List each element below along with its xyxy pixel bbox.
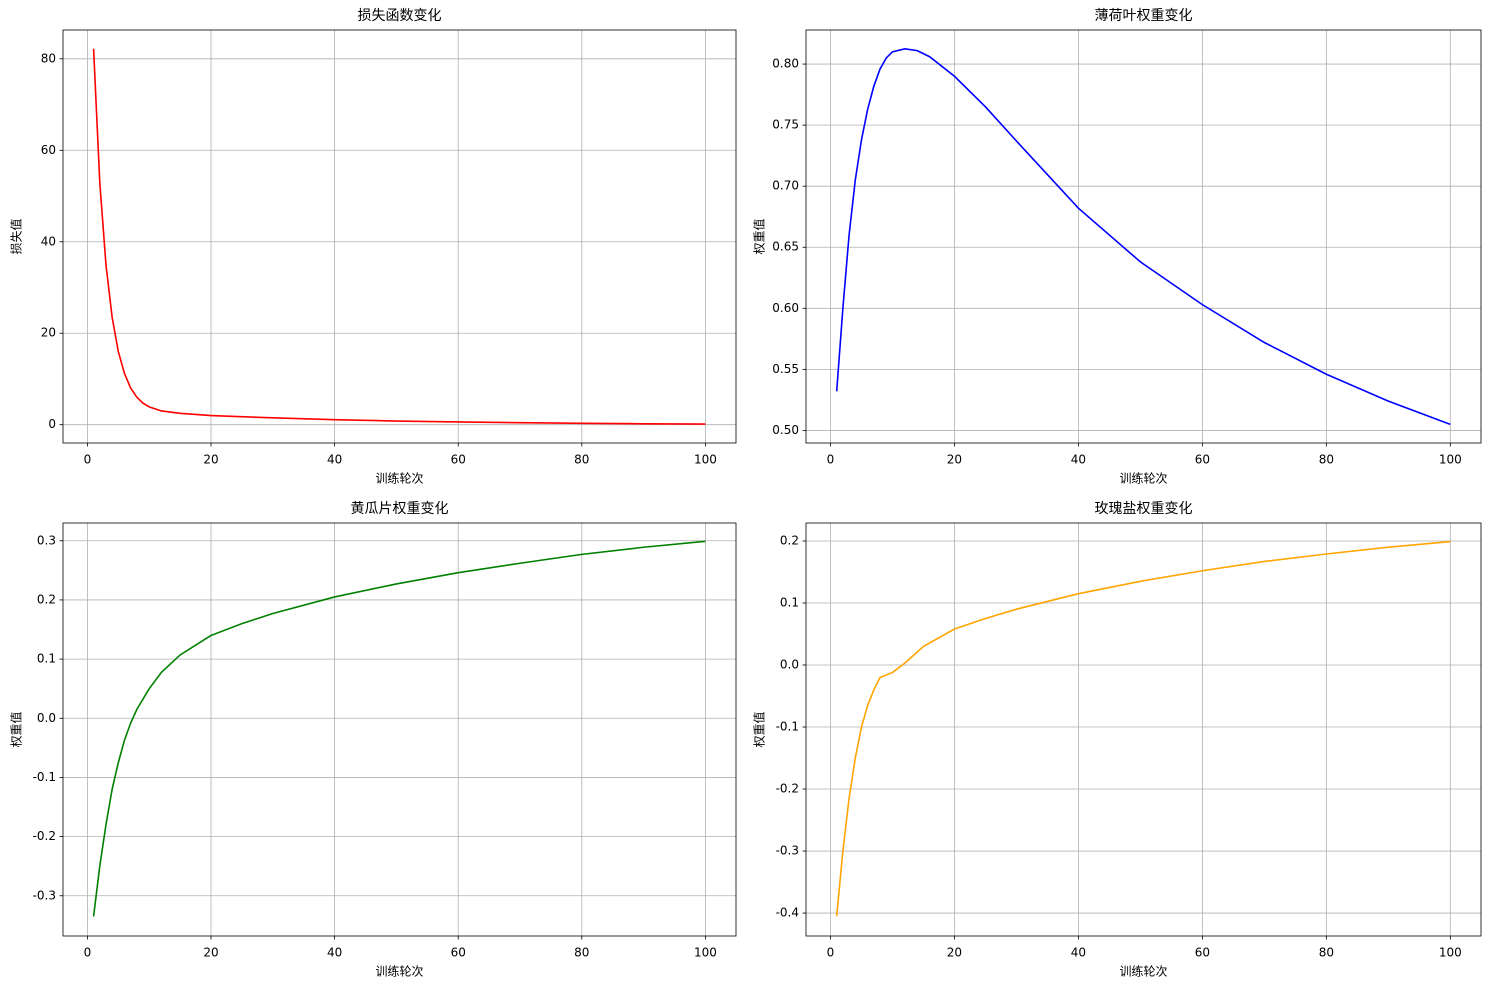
y-axis-label: 损失值 (9, 218, 24, 254)
x-tick-label: 40 (327, 453, 342, 467)
y-tick-label: 80 (41, 51, 56, 65)
y-tick-label: 0.0 (780, 658, 799, 672)
y-tick-label: 0.60 (772, 301, 799, 315)
x-tick-label: 100 (694, 453, 717, 467)
y-tick-label: -0.3 (33, 888, 56, 902)
x-tick-label: 100 (694, 946, 717, 960)
y-tick-label: 0.2 (780, 533, 799, 547)
x-tick-label: 100 (1439, 453, 1462, 467)
axes-frame (62, 522, 737, 937)
x-tick-label: 20 (203, 453, 218, 467)
x-tick-label: 80 (1319, 946, 1334, 960)
axes-frame (805, 522, 1482, 937)
x-tick-label: 80 (1319, 453, 1334, 467)
x-tick-label: 20 (203, 946, 218, 960)
chart-title: 薄荷叶权重变化 (1095, 8, 1193, 24)
x-axis-label: 训练轮次 (1119, 964, 1167, 979)
axes-frame (805, 29, 1482, 444)
y-tick-label: 0 (48, 417, 56, 431)
chart-title: 损失函数变化 (358, 8, 442, 24)
x-tick-label: 0 (84, 453, 92, 467)
y-tick-label: 0.65 (772, 240, 799, 254)
y-tick-label: 60 (41, 143, 56, 157)
data-line (835, 540, 1451, 917)
y-tick-label: 0.80 (772, 57, 799, 71)
y-tick-label: 40 (41, 234, 56, 248)
y-tick-label: -0.3 (776, 844, 799, 858)
y-tick-label: 0.0 (37, 711, 56, 725)
x-tick-label: 40 (1071, 453, 1086, 467)
data-line (92, 540, 706, 917)
chart-title: 玫瑰盐权重变化 (1095, 501, 1193, 517)
x-axis-label: 训练轮次 (375, 471, 423, 486)
x-tick-label: 20 (947, 946, 962, 960)
x-tick-label: 20 (947, 453, 962, 467)
y-tick-label: 0.55 (772, 362, 799, 376)
x-tick-label: 60 (451, 453, 466, 467)
y-tick-label: -0.2 (776, 782, 799, 796)
y-tick-label: -0.1 (33, 770, 56, 784)
y-tick-label: 0.1 (780, 595, 799, 609)
x-tick-label: 40 (327, 946, 342, 960)
y-tick-label: 20 (41, 326, 56, 340)
data-line (92, 48, 706, 425)
y-tick-label: 0.50 (772, 423, 799, 437)
y-tick-label: 0.75 (772, 118, 799, 132)
y-tick-label: 0.3 (37, 533, 56, 547)
x-tick-label: 0 (827, 946, 835, 960)
x-axis-label: 训练轮次 (375, 964, 423, 979)
x-tick-label: 100 (1439, 946, 1462, 960)
x-tick-label: 80 (574, 453, 589, 467)
x-axis-label: 训练轮次 (1119, 471, 1167, 486)
chart-title: 黄瓜片权重变化 (351, 500, 449, 517)
x-tick-label: 0 (827, 453, 835, 467)
data-line (835, 47, 1451, 426)
y-tick-label: 0.2 (37, 592, 56, 606)
y-tick-label: 0.70 (772, 179, 799, 193)
y-tick-label: -0.4 (776, 906, 799, 920)
y-axis-label: 权重值 (9, 711, 24, 747)
y-tick-label: -0.2 (33, 829, 56, 843)
axes-frame (62, 29, 737, 444)
y-tick-label: -0.1 (776, 720, 799, 734)
x-tick-label: 80 (574, 946, 589, 960)
x-tick-label: 0 (84, 946, 92, 960)
x-tick-label: 60 (1195, 453, 1210, 467)
x-tick-label: 60 (451, 946, 466, 960)
y-axis-label: 权重值 (752, 218, 767, 254)
y-axis-label: 权重值 (752, 711, 767, 747)
y-tick-label: 0.1 (37, 652, 56, 666)
x-tick-label: 60 (1195, 946, 1210, 960)
x-tick-label: 40 (1071, 946, 1086, 960)
